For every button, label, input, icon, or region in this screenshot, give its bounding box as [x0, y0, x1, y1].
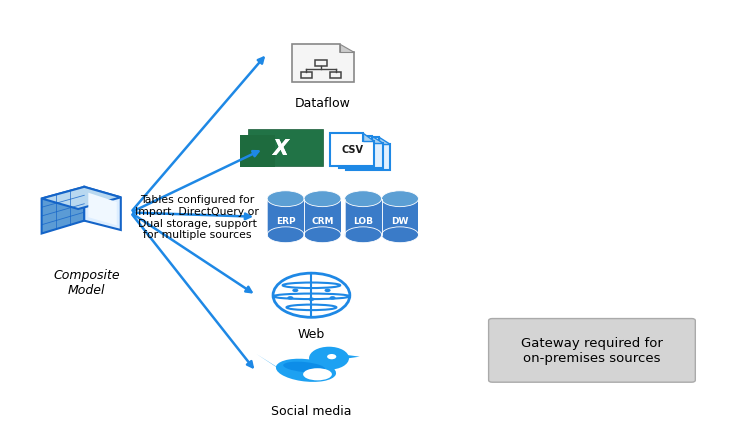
FancyBboxPatch shape — [345, 199, 382, 235]
Polygon shape — [339, 45, 353, 53]
FancyBboxPatch shape — [239, 135, 275, 168]
Text: LOB: LOB — [353, 216, 373, 225]
Text: Composite
Model: Composite Model — [53, 268, 119, 296]
Text: CRM: CRM — [311, 216, 333, 225]
Ellipse shape — [303, 368, 332, 380]
Polygon shape — [41, 187, 84, 234]
Polygon shape — [88, 193, 117, 226]
Circle shape — [308, 298, 314, 301]
Text: DW: DW — [391, 216, 409, 225]
Polygon shape — [363, 134, 373, 141]
Text: ERP: ERP — [276, 216, 296, 225]
Text: Gateway required for
on-premises sources: Gateway required for on-premises sources — [521, 337, 663, 365]
FancyBboxPatch shape — [248, 129, 323, 167]
Circle shape — [292, 289, 299, 292]
Text: Social media: Social media — [271, 404, 352, 417]
Ellipse shape — [304, 191, 341, 207]
Ellipse shape — [283, 362, 325, 372]
Ellipse shape — [268, 227, 304, 243]
Circle shape — [273, 273, 350, 317]
Text: Dataflow: Dataflow — [295, 97, 350, 109]
Circle shape — [327, 354, 336, 360]
Polygon shape — [379, 138, 390, 145]
Ellipse shape — [345, 227, 382, 243]
Ellipse shape — [276, 359, 336, 382]
Ellipse shape — [382, 191, 419, 207]
Polygon shape — [291, 45, 353, 82]
Ellipse shape — [345, 191, 382, 207]
Text: X: X — [272, 138, 288, 158]
Ellipse shape — [382, 227, 419, 243]
Polygon shape — [342, 354, 359, 360]
FancyBboxPatch shape — [488, 319, 695, 382]
Ellipse shape — [304, 227, 341, 243]
Polygon shape — [372, 136, 382, 143]
Polygon shape — [41, 187, 121, 210]
Circle shape — [330, 296, 336, 300]
Polygon shape — [339, 136, 382, 169]
Ellipse shape — [268, 191, 304, 207]
Text: Tables configured for
Import, DirectQuery or
Dual storage, support
for multiple : Tables configured for Import, DirectQuer… — [135, 195, 259, 239]
Polygon shape — [256, 354, 283, 371]
Text: X: X — [272, 138, 288, 158]
Circle shape — [325, 289, 330, 292]
Polygon shape — [84, 187, 121, 230]
Circle shape — [288, 296, 293, 300]
Text: Web: Web — [298, 327, 325, 340]
FancyBboxPatch shape — [304, 199, 341, 235]
Text: CSV: CSV — [341, 145, 363, 155]
Polygon shape — [330, 134, 373, 167]
FancyBboxPatch shape — [382, 199, 419, 235]
FancyBboxPatch shape — [268, 199, 304, 235]
Circle shape — [309, 347, 349, 370]
Polygon shape — [346, 138, 390, 171]
